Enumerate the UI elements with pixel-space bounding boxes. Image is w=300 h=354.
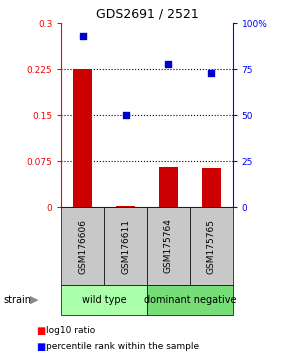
Text: ▶: ▶: [30, 295, 39, 305]
Bar: [202, 169, 221, 207]
Text: dominant negative: dominant negative: [143, 295, 236, 305]
Text: percentile rank within the sample: percentile rank within the sample: [46, 342, 200, 352]
Text: GSM175765: GSM175765: [207, 218, 216, 274]
Text: strain: strain: [3, 295, 31, 305]
Text: GSM176606: GSM176606: [78, 218, 87, 274]
Point: [166, 61, 171, 66]
Text: GSM175764: GSM175764: [164, 218, 173, 274]
Point: [123, 112, 128, 118]
Text: ■: ■: [36, 326, 45, 336]
Point: [209, 70, 214, 75]
Text: log10 ratio: log10 ratio: [46, 326, 96, 336]
Text: GSM176611: GSM176611: [121, 218, 130, 274]
Bar: [73, 69, 92, 207]
Bar: [116, 206, 135, 207]
Text: ■: ■: [36, 342, 45, 352]
Point: [80, 33, 85, 39]
Bar: [159, 167, 178, 207]
Text: wild type: wild type: [82, 295, 127, 305]
Title: GDS2691 / 2521: GDS2691 / 2521: [96, 7, 198, 21]
